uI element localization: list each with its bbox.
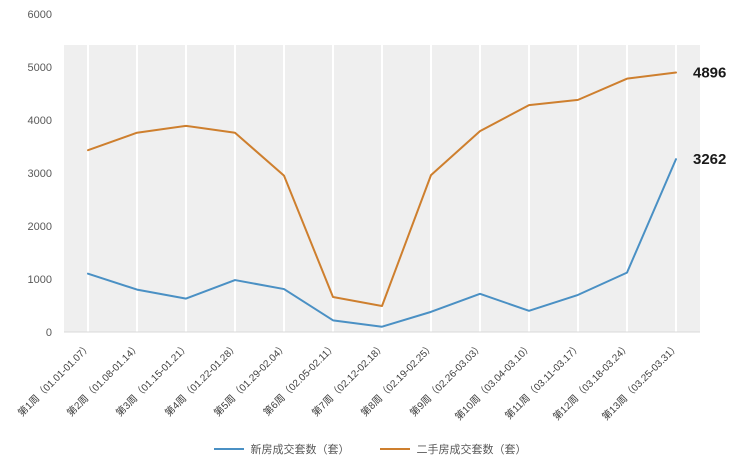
x-axis-label: 第13周（03.25-03.31） bbox=[599, 340, 682, 423]
chart-legend: 新房成交套数（套） 二手房成交套数（套） bbox=[0, 441, 740, 457]
legend-item-new-homes[interactable]: 新房成交套数（套） bbox=[213, 441, 350, 457]
legend-label-new-homes: 新房成交套数（套） bbox=[250, 444, 350, 456]
y-axis-tick-label: 2000 bbox=[28, 221, 52, 233]
legend-label-secondhand-homes: 二手房成交套数（套） bbox=[416, 444, 527, 456]
legend-item-secondhand-homes[interactable]: 二手房成交套数（套） bbox=[379, 441, 527, 457]
y-axis-tick-label: 3000 bbox=[28, 168, 52, 180]
y-axis-tick-label: 6000 bbox=[28, 9, 52, 21]
legend-line-sample-secondhand-homes bbox=[379, 448, 410, 450]
data-label-1: 4896 bbox=[693, 65, 726, 82]
series-line-1 bbox=[87, 71, 677, 308]
y-axis-tick-label: 4000 bbox=[28, 115, 52, 127]
series-line-0 bbox=[87, 158, 677, 328]
data-label-0: 3262 bbox=[693, 151, 726, 168]
y-axis-tick-label: 0 bbox=[46, 327, 52, 339]
y-axis-tick-label: 5000 bbox=[28, 62, 52, 74]
y-axis-tick-label: 1000 bbox=[28, 274, 52, 286]
legend-line-sample-new-homes bbox=[213, 448, 244, 450]
